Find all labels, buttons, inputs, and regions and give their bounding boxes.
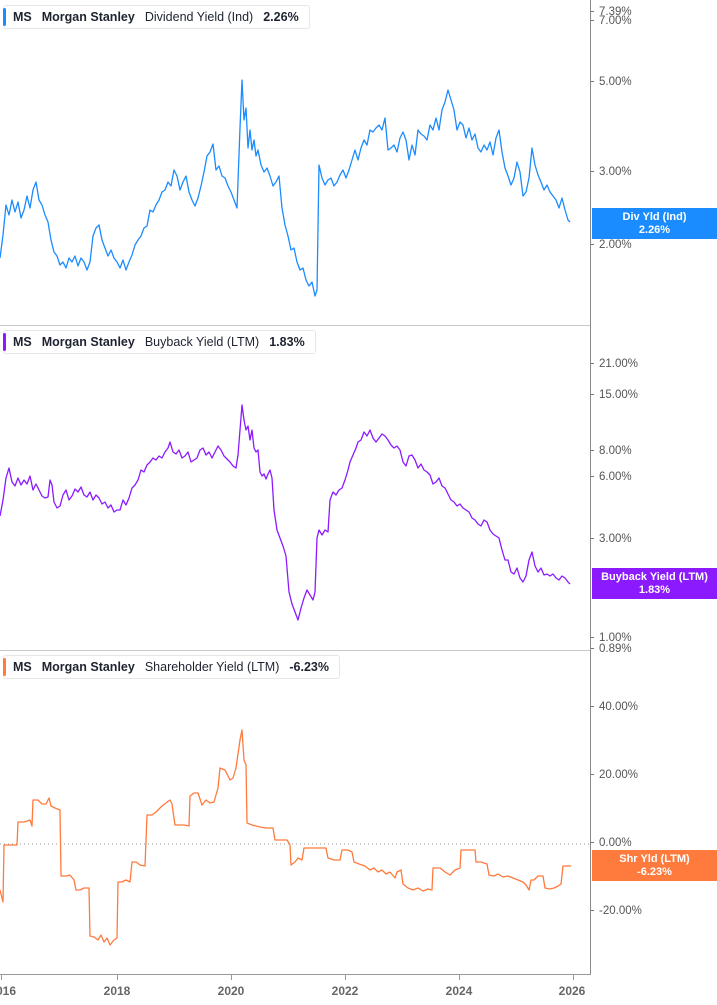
legend-company: Morgan Stanley <box>41 660 135 674</box>
dividend-yield-line <box>0 79 571 297</box>
legend-value: -6.23% <box>289 660 329 674</box>
legend-company: Morgan Stanley <box>41 10 135 24</box>
legend-value: 1.83% <box>269 335 305 349</box>
series-color-swatch <box>3 8 6 26</box>
legend-metric: Shareholder Yield (LTM) <box>144 660 280 674</box>
tag-label: Buyback Yield (LTM) <box>601 571 708 583</box>
tag-label: Div Yld (Ind) <box>622 211 687 223</box>
y-tick: 6.00% <box>591 471 632 483</box>
y-tick: 0.89% <box>591 643 632 655</box>
tag-value: 2.26% <box>638 224 671 236</box>
x-tick-label: 2020 <box>217 984 245 998</box>
y-tick: 15.00% <box>591 389 638 401</box>
y-tick: 3.00% <box>591 533 632 545</box>
y-tick: 2.00% <box>591 239 632 251</box>
x-axis[interactable] <box>0 974 591 975</box>
legend-ticker: MS <box>13 335 32 349</box>
x-tick-mark <box>117 975 118 980</box>
legend-company: Morgan Stanley <box>41 335 135 349</box>
y-tick: 7.00% <box>591 15 632 27</box>
series-color-swatch <box>3 333 6 351</box>
series-color-swatch <box>3 658 6 676</box>
pane-divider <box>0 325 590 326</box>
y-tick: 1.00% <box>591 632 632 644</box>
y-tick: 0.00% <box>591 837 632 849</box>
y-tick: 40.00% <box>591 701 638 713</box>
legend-ticker: MS <box>13 660 32 674</box>
x-tick-mark <box>231 975 232 980</box>
x-tick-label: 2018 <box>103 984 131 998</box>
y-axis[interactable] <box>590 0 591 975</box>
y-tick: 7.39% <box>591 6 632 18</box>
y-tick: 20.00% <box>591 769 638 781</box>
dividend-yield-legend[interactable]: MS Morgan Stanley Dividend Yield (Ind) 2… <box>3 5 310 29</box>
x-tick-label: 2022 <box>331 984 359 998</box>
tag-value: 1.83% <box>638 584 671 596</box>
x-tick-mark <box>1 975 2 980</box>
x-tick-mark <box>459 975 460 980</box>
tag-label: Shr Yld (LTM) <box>619 853 690 865</box>
legend-metric: Dividend Yield (Ind) <box>144 10 254 24</box>
buyback-yield-value-tag: Buyback Yield (LTM) 1.83% <box>592 568 717 599</box>
y-tick: 21.00% <box>591 358 638 370</box>
legend-value: 2.26% <box>263 10 299 24</box>
legend-metric: Buyback Yield (LTM) <box>144 335 260 349</box>
shareholder-yield-value-tag: Shr Yld (LTM) -6.23% <box>592 850 717 881</box>
chart-plot-area[interactable]: MS Morgan Stanley Dividend Yield (Ind) 2… <box>0 0 590 975</box>
x-tick-mark <box>345 975 346 980</box>
legend-ticker: MS <box>13 10 32 24</box>
x-tick-mark <box>573 975 574 980</box>
y-tick: 5.00% <box>591 76 632 88</box>
shareholder-yield-legend[interactable]: MS Morgan Stanley Shareholder Yield (LTM… <box>3 655 340 679</box>
x-tick-label: 2026 <box>558 984 586 998</box>
dividend-yield-value-tag: Div Yld (Ind) 2.26% <box>592 208 717 239</box>
y-tick: 8.00% <box>591 445 632 457</box>
buyback-yield-line <box>0 404 571 621</box>
buyback-yield-legend[interactable]: MS Morgan Stanley Buyback Yield (LTM) 1.… <box>3 330 316 354</box>
y-tick: 3.00% <box>591 166 632 178</box>
tag-value: -6.23% <box>637 866 672 878</box>
x-tick-label: 016 <box>0 984 17 998</box>
y-tick: -20.00% <box>591 905 642 917</box>
x-tick-label: 2024 <box>445 984 473 998</box>
shareholder-yield-line <box>0 729 590 946</box>
pane-divider <box>0 650 590 651</box>
